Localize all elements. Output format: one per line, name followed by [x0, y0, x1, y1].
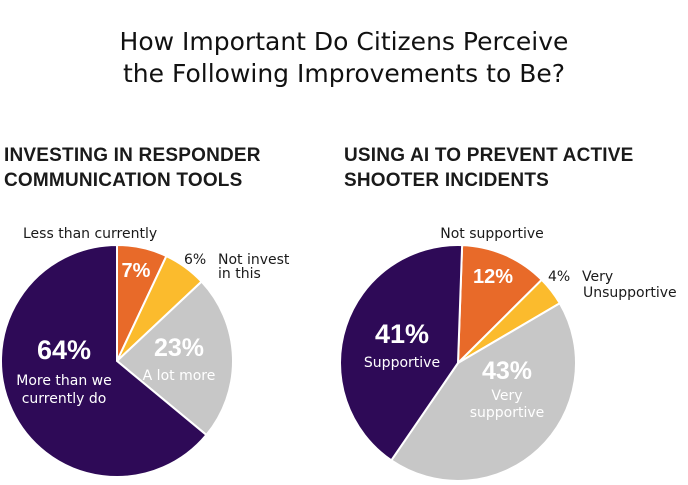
pie-1-slice-3-label-line-1: A lot more [143, 368, 216, 384]
pie-1-slice-4-label-line-2: currently do [22, 391, 107, 407]
pie-2-slice-3-label-line-2: supportive [470, 405, 545, 421]
pie-2-title-line-1: USING AI TO PREVENT ACTIVE [344, 145, 634, 166]
pie-1-slice-1-label-line-1: Less than currently [23, 226, 157, 242]
pie-2-slice-3-percent: 43% [482, 357, 532, 385]
pie-1-title-line-2: COMMUNICATION TOOLS [4, 170, 243, 191]
pie-1-slice-3-percent: 23% [154, 334, 204, 362]
pie-2-slice-4 [339, 244, 464, 462]
pie-2-slice-4-percent: 41% [375, 319, 429, 349]
pie-2-title: USING AI TO PREVENT ACTIVE SHOOTER INCID… [344, 143, 634, 193]
pie-1-title: INVESTING IN RESPONDER COMMUNICATION TOO… [4, 143, 261, 193]
pie-1-slice-4-percent: 64% [37, 335, 91, 365]
pie-1-slice-2-percent: 6% [184, 252, 206, 268]
pie-1-slice-4 [0, 243, 208, 478]
pie-1-slice-4-label-line-1: More than we [16, 373, 111, 389]
pie-1-slice-2-label-line-1: Not invest [218, 252, 290, 268]
chart-title-line-1: How Important Do Citizens Perceive [119, 27, 569, 56]
pie-1-title-line-1: INVESTING IN RESPONDER [4, 145, 261, 166]
pie-1-slice-1-percent: 7% [122, 260, 151, 282]
pie-2-slice-3 [389, 301, 578, 483]
chart-title-line-2: the Following Improvements to Be? [123, 59, 565, 88]
pie-2-slice-1 [456, 244, 544, 366]
pie-1-slice-3 [115, 280, 234, 437]
pie-2-slice-2-label-line-2: Unsupportive [583, 285, 677, 301]
pie-2-slice-1-label-line-1: Not supportive [440, 226, 544, 242]
pie-2-slice-4-label-line-1: Supportive [364, 355, 440, 371]
chart-title: How Important Do Citizens Perceive the F… [0, 26, 688, 90]
pie-2-slice-1-percent: 12% [473, 266, 513, 288]
pie-1-slice-2-label-line-2: in this [218, 266, 261, 282]
pie-2-slice-3-label-line-1: Very [491, 388, 522, 404]
pie-2-slice-2-percent: 4% [548, 269, 570, 285]
pie-2-title-line-2: SHOOTER INCIDENTS [344, 170, 550, 191]
pie-2-slice-2-label-line-1: Very [582, 269, 613, 285]
